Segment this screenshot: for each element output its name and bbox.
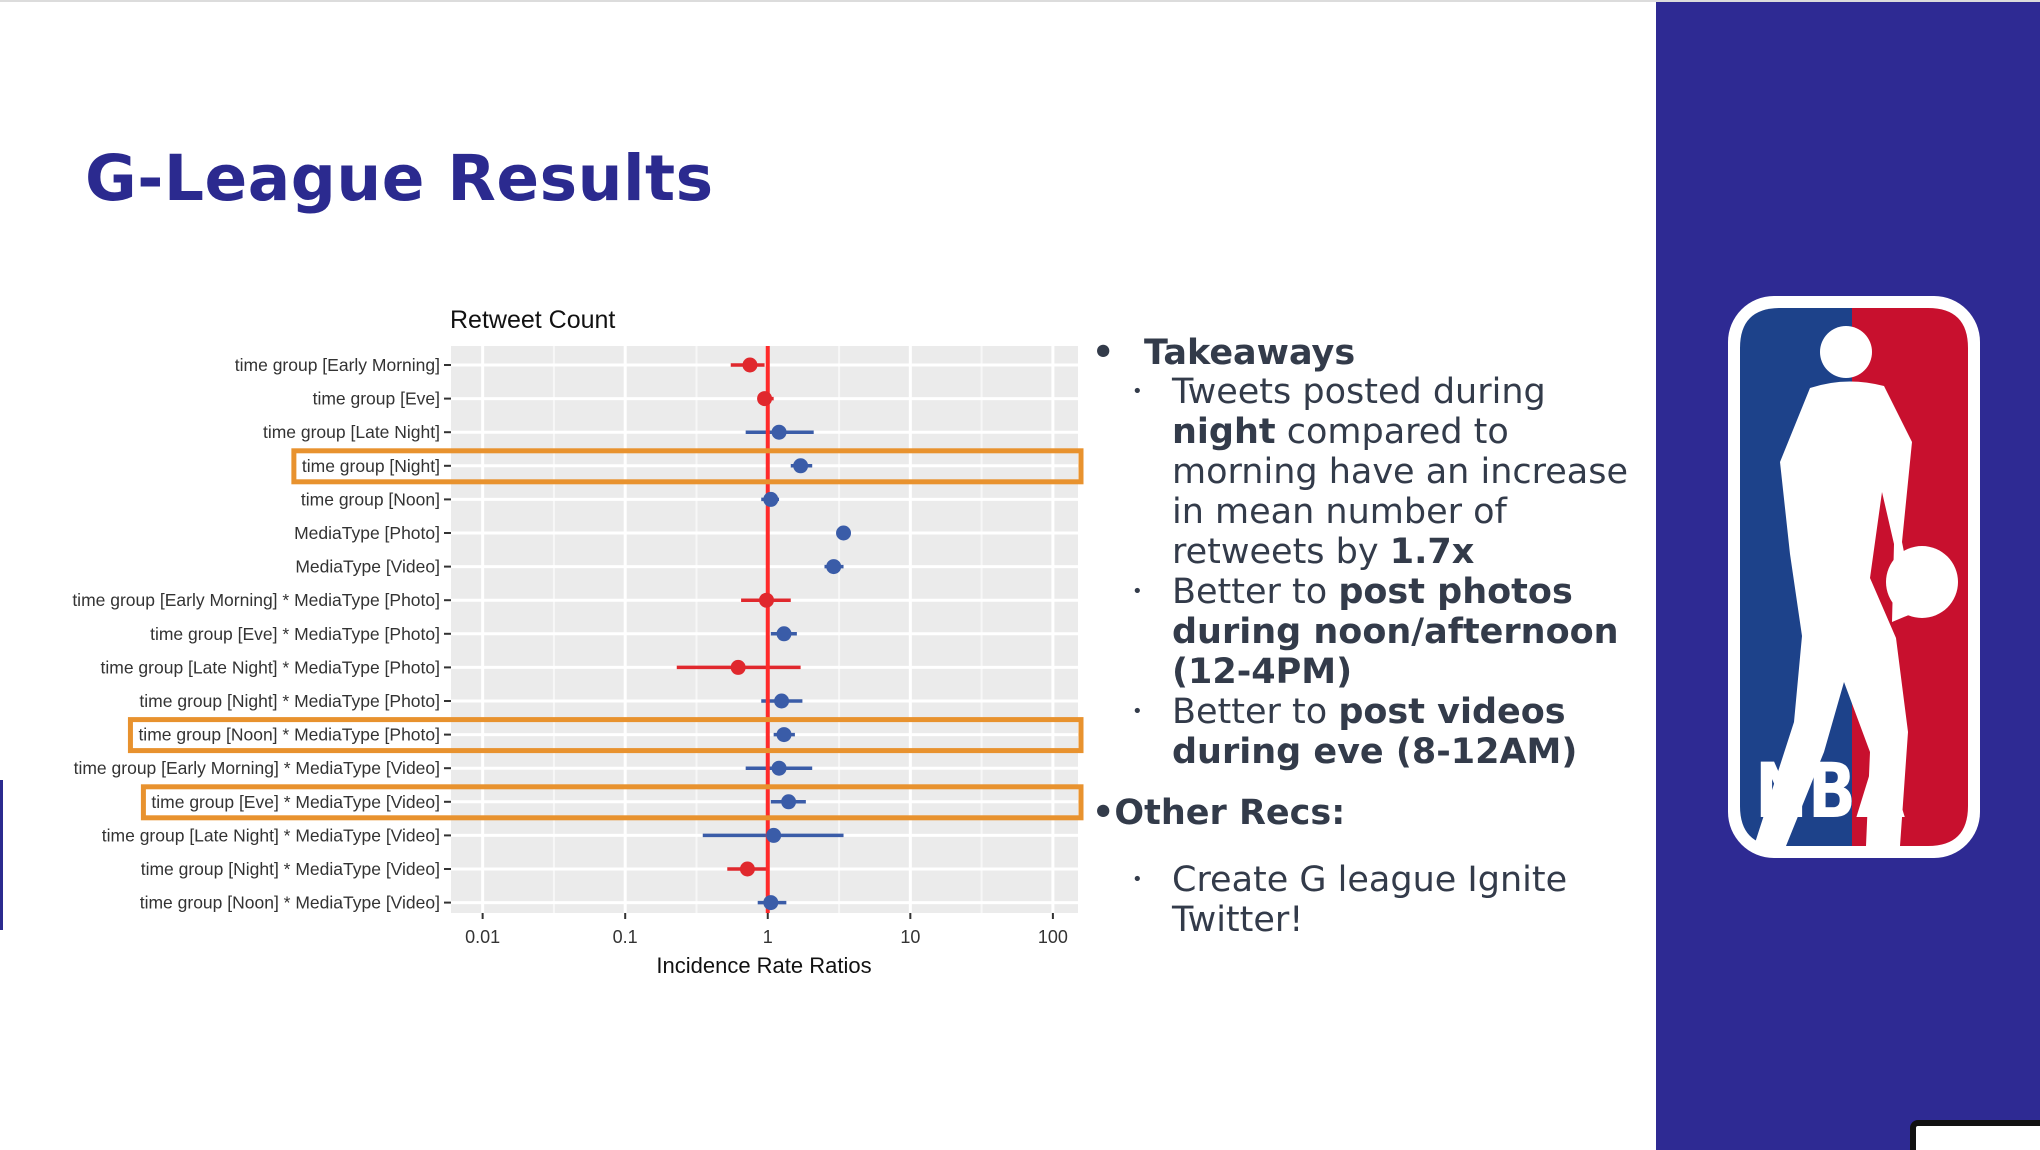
takeaways-panel: • Takeaways • Tweets posted during night…	[1092, 332, 1652, 940]
takeaway-emphasis: night	[1172, 412, 1276, 452]
takeaway-text: compared to morning have an increase in …	[1172, 412, 1628, 572]
right-brand-panel: NBA	[1656, 2, 2040, 1150]
other-rec-text: Create G league Ignite Twitter!	[1172, 860, 1568, 940]
estimate-point	[757, 391, 773, 407]
x-axis-title: Incidence Rate Ratios	[656, 953, 871, 978]
logo-wordmark: NBA	[1755, 746, 1905, 835]
player-silhouette	[1754, 326, 1958, 846]
x-tick-label: 1	[763, 927, 773, 947]
left-accent-bar	[0, 780, 3, 930]
estimate-point	[826, 559, 842, 575]
takeaway-emphasis: post videos during eve (8-12AM)	[1172, 692, 1578, 772]
highlight-box	[291, 448, 1084, 485]
y-tick-label: time group [Noon]	[301, 489, 440, 509]
estimate-point	[771, 424, 787, 440]
x-axis-ticks: 0.01 0.1 1 10 100	[465, 913, 1068, 947]
estimate-point	[759, 592, 775, 608]
other-recs-heading: •Other Recs:	[1092, 793, 1346, 833]
estimate-point	[776, 626, 792, 642]
estimate-point	[763, 491, 779, 507]
estimate-point	[763, 895, 779, 911]
y-tick-label: time group [Late Night]	[263, 422, 440, 442]
estimate-point	[742, 357, 758, 373]
takeaway-text: Tweets posted during	[1172, 372, 1546, 412]
estimate-point	[730, 659, 746, 675]
x-tick-label: 0.01	[465, 927, 500, 947]
highlight-box	[140, 784, 1084, 821]
y-tick-label: time group [Eve]	[313, 389, 440, 409]
nba-logo-icon: NBA	[1728, 296, 1980, 858]
takeaway-photos: • Better to post photos during noon/afte…	[1092, 572, 1652, 692]
estimate-point	[781, 794, 797, 810]
estimate-point	[793, 458, 809, 474]
estimate-point	[771, 760, 787, 776]
y-tick-label: time group [Night]	[302, 456, 440, 476]
y-tick-label: time group [Late Night] * MediaType [Vid…	[102, 825, 440, 845]
y-tick-label: MediaType [Photo]	[294, 523, 440, 543]
bullet: •	[1132, 701, 1143, 722]
takeaway-text: Better to	[1172, 572, 1339, 612]
estimate-points	[730, 357, 852, 911]
chart-title: Retweet Count	[450, 306, 615, 334]
x-tick-label: 10	[900, 927, 920, 947]
slide-title: G-League Results	[85, 142, 714, 215]
bullet: •	[1132, 381, 1143, 402]
takeaways-heading: Takeaways	[1144, 333, 1356, 373]
takeaway-videos: • Better to post videos during eve (8-12…	[1092, 692, 1652, 772]
estimate-point	[739, 861, 755, 877]
other-rec-item: • Create G league Ignite Twitter!	[1092, 860, 1652, 940]
bullet: •	[1092, 333, 1115, 373]
y-tick-label: time group [Noon] * MediaType [Photo]	[138, 725, 440, 745]
y-tick-label: time group [Eve] * MediaType [Video]	[151, 792, 440, 812]
takeaway-text: Better to	[1172, 692, 1339, 732]
highlight-boxes	[127, 448, 1084, 821]
forest-plot-chart: Retweet Count 0.01 0.1 1 10 100 time group […	[72, 306, 1084, 978]
estimate-point	[774, 693, 790, 709]
takeaway-emphasis: post photos during noon/afternoon (12-4P…	[1172, 572, 1619, 692]
y-axis-ticks	[444, 364, 451, 904]
y-tick-label: time group [Night] * MediaType [Video]	[141, 859, 440, 879]
y-tick-label: time group [Early Morning] * MediaType […	[74, 758, 440, 778]
y-tick-label: time group [Early Morning] * MediaType […	[72, 590, 440, 610]
highlight-box	[127, 717, 1084, 754]
y-tick-label: time group [Noon] * MediaType [Video]	[140, 893, 440, 913]
bullet: •	[1132, 869, 1143, 890]
y-tick-label: time group [Early Morning]	[235, 355, 440, 375]
y-tick-label: MediaType [Video]	[295, 557, 440, 577]
estimate-point	[766, 827, 782, 843]
y-tick-label: time group [Night] * MediaType [Photo]	[139, 691, 440, 711]
x-tick-label: 0.1	[613, 927, 638, 947]
x-tick-label: 100	[1038, 927, 1068, 947]
takeaway-emphasis: 1.7x	[1389, 532, 1475, 572]
y-tick-label: time group [Late Night] * MediaType [Pho…	[101, 657, 441, 677]
takeaway-night: • Tweets posted during night compared to…	[1092, 372, 1652, 572]
estimate-point	[776, 727, 792, 743]
estimate-point	[836, 525, 852, 541]
takeaways-heading-item: • Takeaways	[1092, 332, 1652, 374]
bullet: •	[1132, 581, 1143, 602]
y-axis-labels: time group [Early Morning] time group [Ev…	[72, 355, 440, 913]
corner-frame-mark	[1910, 1120, 2040, 1150]
y-tick-label: time group [Eve] * MediaType [Photo]	[150, 624, 440, 644]
